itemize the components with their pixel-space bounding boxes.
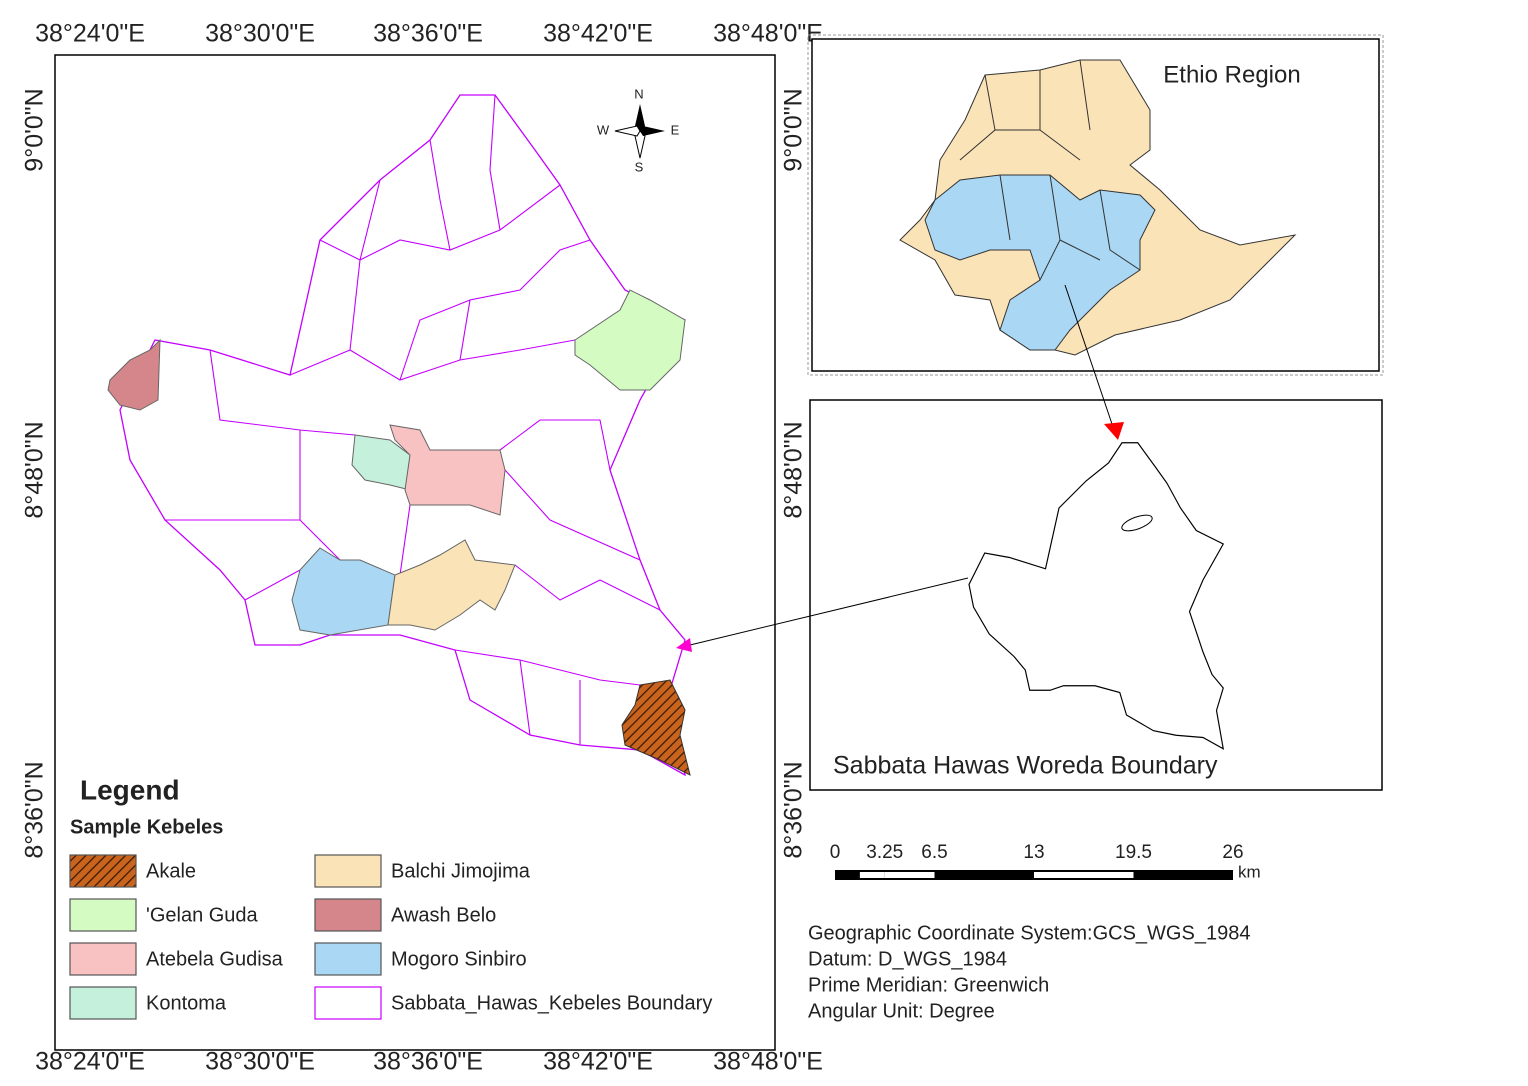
- graticule-labels: 38°24'0"E 38°24'0"E 38°30'0"E 38°30'0"E 38°3…: [21, 20, 823, 1076]
- scale-tick-label: 6.5: [921, 842, 947, 863]
- scale-tick-label: 19.5: [1115, 842, 1152, 863]
- legend-swatch: [69, 854, 137, 888]
- ethiopia-map: [899, 59, 1297, 356]
- longitude-label: 38°30'0"E: [205, 20, 315, 48]
- info-line: Angular Unit: Degree: [808, 1000, 995, 1022]
- legend: Akale 'Gelan Guda Atebela Gudisa Kontoma Bal…: [69, 854, 712, 1020]
- scale-tick-label: 3.25: [866, 842, 903, 863]
- legend-label: 'Gelan Guda: [146, 904, 259, 926]
- legend-swatch: [69, 942, 137, 976]
- legend-label: Atebela Gudisa: [146, 948, 284, 970]
- longitude-label: 38°36'0"E: [373, 20, 483, 48]
- arrow-head: [1104, 422, 1124, 440]
- kebele-gelan-guda: [574, 289, 686, 391]
- latitude-label: 8°48'0"N: [780, 421, 808, 518]
- kebele-akale: [621, 679, 691, 776]
- latitude-label: 9°0'0"N: [21, 88, 49, 171]
- woreda-hole: [1121, 514, 1153, 532]
- info-line: Geographic Coordinate System:GCS_WGS_198…: [808, 922, 1250, 944]
- legend-swatch: [314, 898, 382, 932]
- legend-title: Legend: [80, 774, 180, 805]
- latitude-label: 9°0'0"N: [780, 88, 808, 171]
- legend-swatch: [314, 854, 382, 888]
- kebele-kontoma: [351, 434, 411, 491]
- kebele-boundaries: [165, 94, 661, 745]
- longitude-label: 38°48'0"E: [713, 20, 823, 48]
- north-arrow: N E S W: [597, 86, 680, 174]
- coordinate-info: Geographic Coordinate System:GCS_WGS_198…: [808, 922, 1250, 1022]
- info-line: Prime Meridian: Greenwich: [808, 974, 1049, 996]
- longitude-label: 38°24'0"E: [35, 1048, 145, 1076]
- scale-segment: [1034, 872, 1134, 878]
- legend-swatch: [314, 986, 382, 1020]
- woreda-map: [107, 94, 691, 776]
- legend-label: Balchi Jimojima: [391, 860, 531, 882]
- kebele-mogoro-sinbiro: [291, 547, 396, 636]
- legend-label: Akale: [146, 860, 196, 882]
- longitude-label: 38°30'0"E: [205, 1048, 315, 1076]
- longitude-label: 38°24'0"E: [35, 20, 145, 48]
- scale-tick-label: 26: [1222, 842, 1243, 863]
- legend-label: Awash Belo: [391, 904, 496, 926]
- latitude-label: 8°36'0"N: [21, 761, 49, 858]
- inset-woreda-title: Sabbata Hawas Woreda Boundary: [833, 752, 1218, 780]
- kebele-atebela-gudisa: [389, 424, 506, 516]
- inset-region-title: Ethio Region: [1163, 61, 1300, 88]
- arrow-line: [1064, 284, 1113, 425]
- scale-unit: km: [1238, 862, 1261, 881]
- scale-tick-label: 0: [830, 842, 841, 863]
- compass-w: W: [597, 122, 610, 137]
- compass-n: N: [634, 86, 643, 101]
- legend-label: Mogoro Sinbiro: [391, 948, 527, 970]
- legend-label: Sabbata_Hawas_Kebeles Boundary: [391, 992, 712, 1014]
- compass-e: E: [671, 122, 680, 137]
- compass-s: S: [635, 159, 644, 174]
- longitude-label: 38°42'0"E: [543, 20, 653, 48]
- latitude-label: 8°36'0"N: [780, 761, 808, 858]
- legend-subtitle: Sample Kebeles: [70, 816, 223, 838]
- longitude-label: 38°48'0"E: [713, 1048, 823, 1076]
- kebele-balchi-jimojima: [387, 539, 516, 631]
- scale-segment: [859, 872, 885, 878]
- legend-swatch: [314, 942, 382, 976]
- legend-swatch: [69, 986, 137, 1020]
- arrow-line: [689, 577, 969, 646]
- legend-label: Kontoma: [146, 992, 227, 1014]
- arrow-head: [676, 638, 692, 652]
- legend-swatch: [69, 898, 137, 932]
- scale-tick-label: 13: [1023, 842, 1044, 863]
- info-line: Datum: D_WGS_1984: [808, 948, 1007, 970]
- scale-segment: [884, 872, 935, 878]
- longitude-label: 38°36'0"E: [373, 1048, 483, 1076]
- longitude-label: 38°42'0"E: [543, 1048, 653, 1076]
- latitude-label: 8°48'0"N: [21, 421, 49, 518]
- kebele-awash-belo: [107, 338, 161, 411]
